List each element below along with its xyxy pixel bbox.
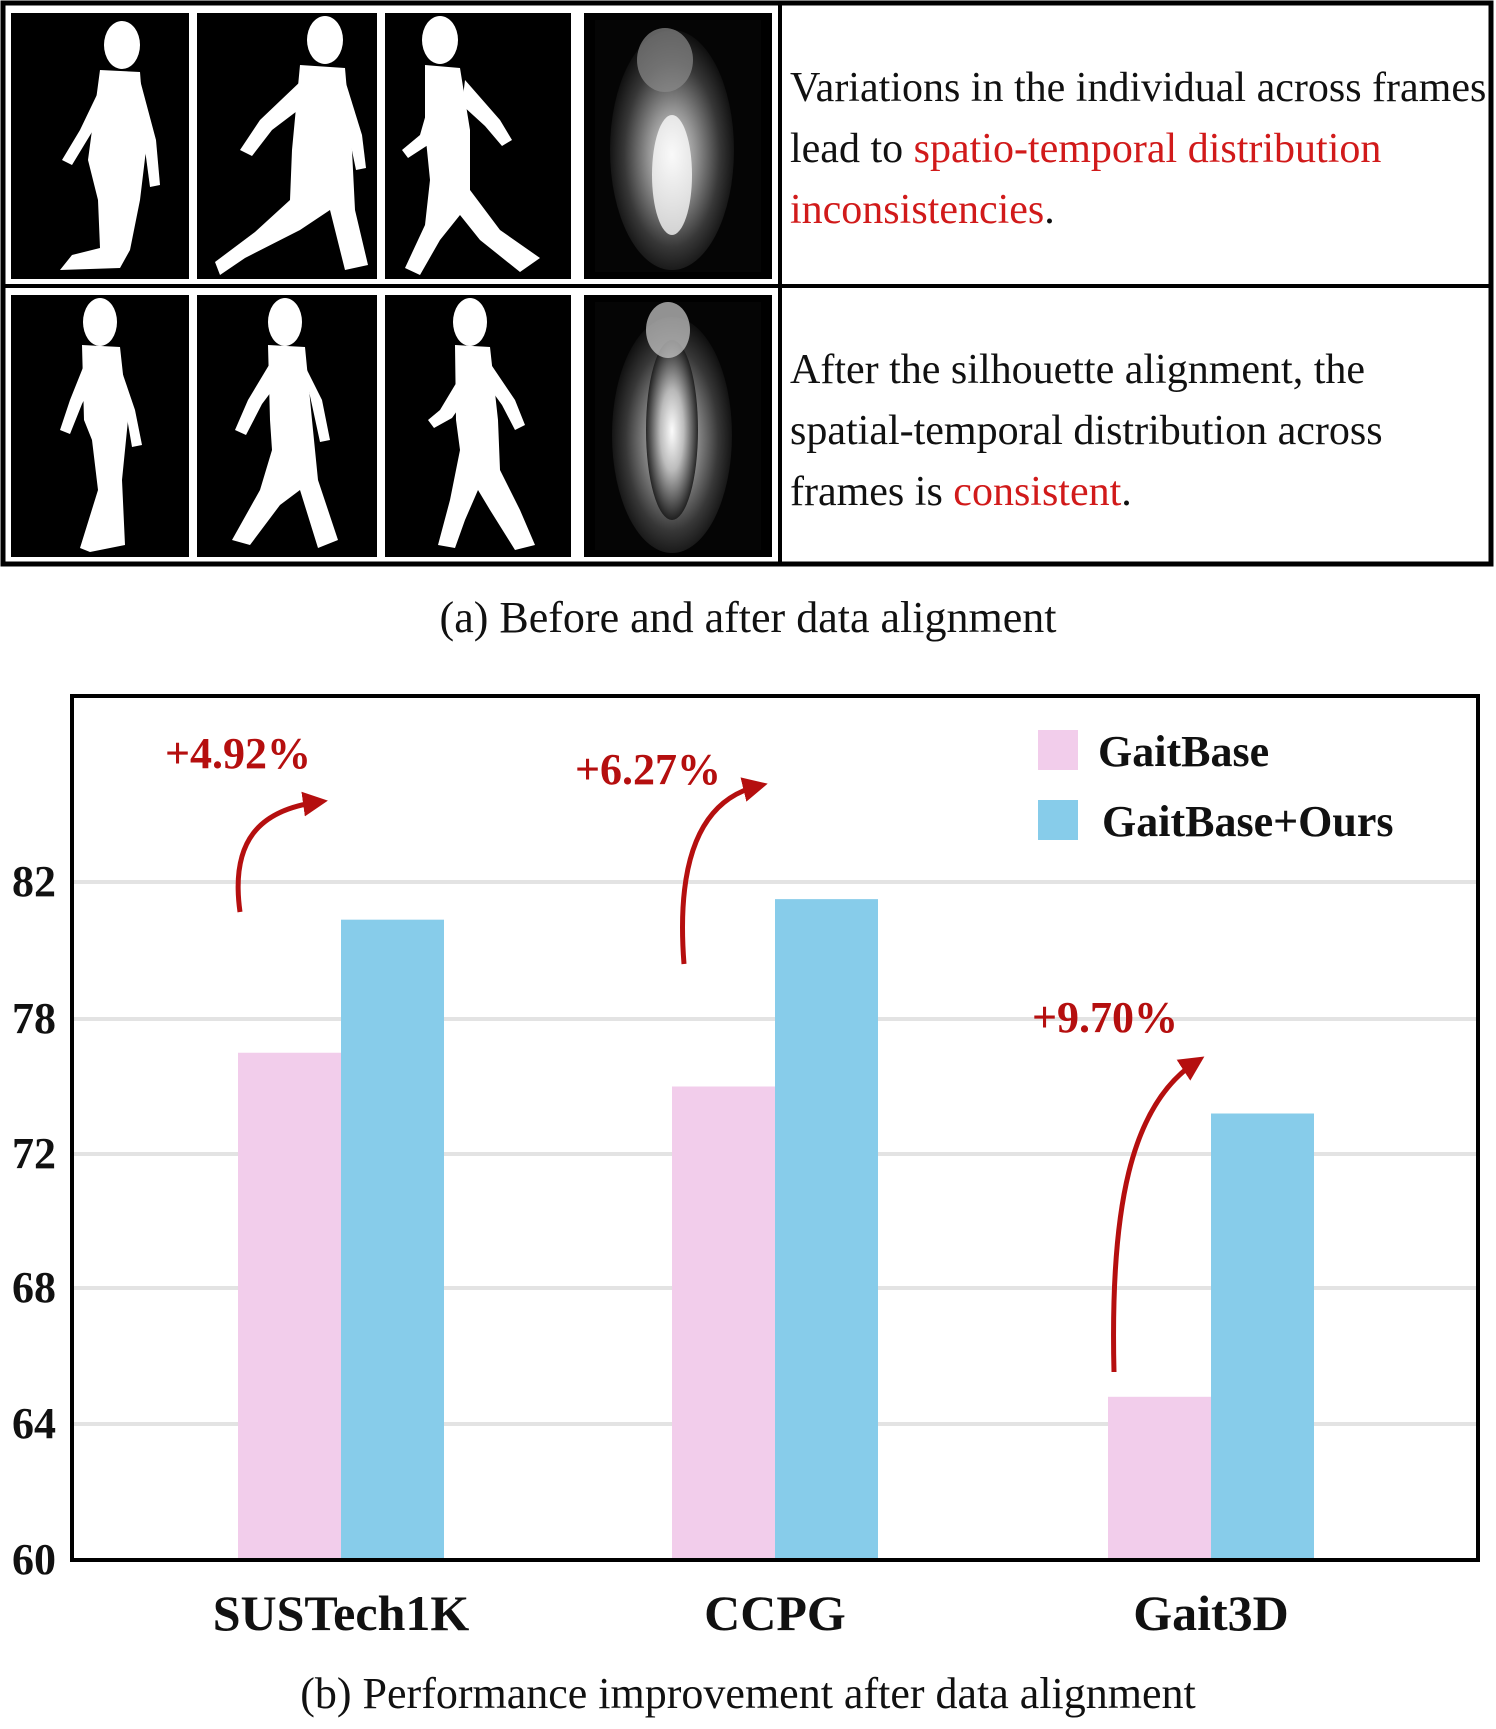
legend-label: GaitBase+Ours bbox=[1102, 797, 1394, 846]
row1-text-highlight: spatio-temporal distribution inconsisten… bbox=[790, 126, 1382, 233]
panel-b-caption: (b) Performance improvement after data a… bbox=[300, 1669, 1196, 1718]
x-tick-label: CCPG bbox=[704, 1585, 846, 1641]
plot-border bbox=[70, 694, 1480, 1562]
row2-text-before: After the silhouette alignment, the spat… bbox=[790, 347, 1383, 515]
y-tick-label: 60 bbox=[12, 1535, 56, 1584]
y-tick-label: 82 bbox=[12, 857, 56, 906]
panel-a-figure bbox=[0, 0, 1494, 567]
improvement-label: +9.70% bbox=[1032, 993, 1178, 1042]
y-tick-labels: 60 64 68 72 78 82 bbox=[12, 857, 56, 1584]
y-tick-label: 64 bbox=[12, 1399, 56, 1448]
plot-frame bbox=[70, 694, 1480, 1562]
improvement-label: +6.27% bbox=[575, 745, 721, 794]
improvement-label: +4.92% bbox=[165, 729, 311, 778]
legend-label: GaitBase bbox=[1098, 727, 1269, 776]
bar-gaitbase-ours-ccpg bbox=[775, 899, 878, 1560]
improvement-arrow bbox=[680, 777, 768, 965]
bars bbox=[238, 899, 1314, 1560]
row2-text-after: . bbox=[1121, 469, 1132, 515]
row2-silhouette-frames bbox=[11, 295, 772, 557]
x-tick-label: SUSTech1K bbox=[213, 1585, 470, 1641]
y-tick-label: 72 bbox=[12, 1129, 56, 1178]
row2-description: After the silhouette alignment, the spat… bbox=[790, 340, 1490, 523]
row1-silhouette-frames bbox=[11, 13, 772, 279]
row2-text-highlight: consistent bbox=[953, 469, 1122, 515]
improvement-arrow bbox=[1111, 1056, 1205, 1373]
bar-gaitbase-sustech1k bbox=[238, 1052, 341, 1560]
legend-swatch bbox=[1038, 800, 1078, 840]
improvement-arrows: +4.92% +6.27% +9.70% bbox=[165, 729, 1205, 1373]
improvement-arrow bbox=[235, 791, 328, 913]
bar-gaitbase-ours-gait3d bbox=[1211, 1113, 1314, 1560]
x-tick-labels: SUSTech1K CCPG Gait3D bbox=[213, 1585, 1289, 1641]
row1-description: Variations in the individual across fram… bbox=[790, 58, 1490, 241]
bar-gaitbase-ccpg bbox=[672, 1086, 775, 1560]
row1-text-after: . bbox=[1044, 187, 1055, 233]
panel-a-caption: (a) Before and after data alignment bbox=[439, 593, 1057, 642]
bar-gaitbase-gait3d bbox=[1108, 1396, 1211, 1560]
row1-text-before: Variations in the individual across fram… bbox=[790, 65, 1487, 172]
bar-gaitbase-ours-sustech1k bbox=[341, 919, 444, 1560]
x-tick-label: Gait3D bbox=[1133, 1585, 1289, 1641]
legend: GaitBase GaitBase+Ours bbox=[1038, 727, 1394, 846]
legend-swatch bbox=[1038, 730, 1078, 770]
y-tick-label: 78 bbox=[12, 994, 56, 1043]
y-tick-label: 68 bbox=[12, 1263, 56, 1312]
